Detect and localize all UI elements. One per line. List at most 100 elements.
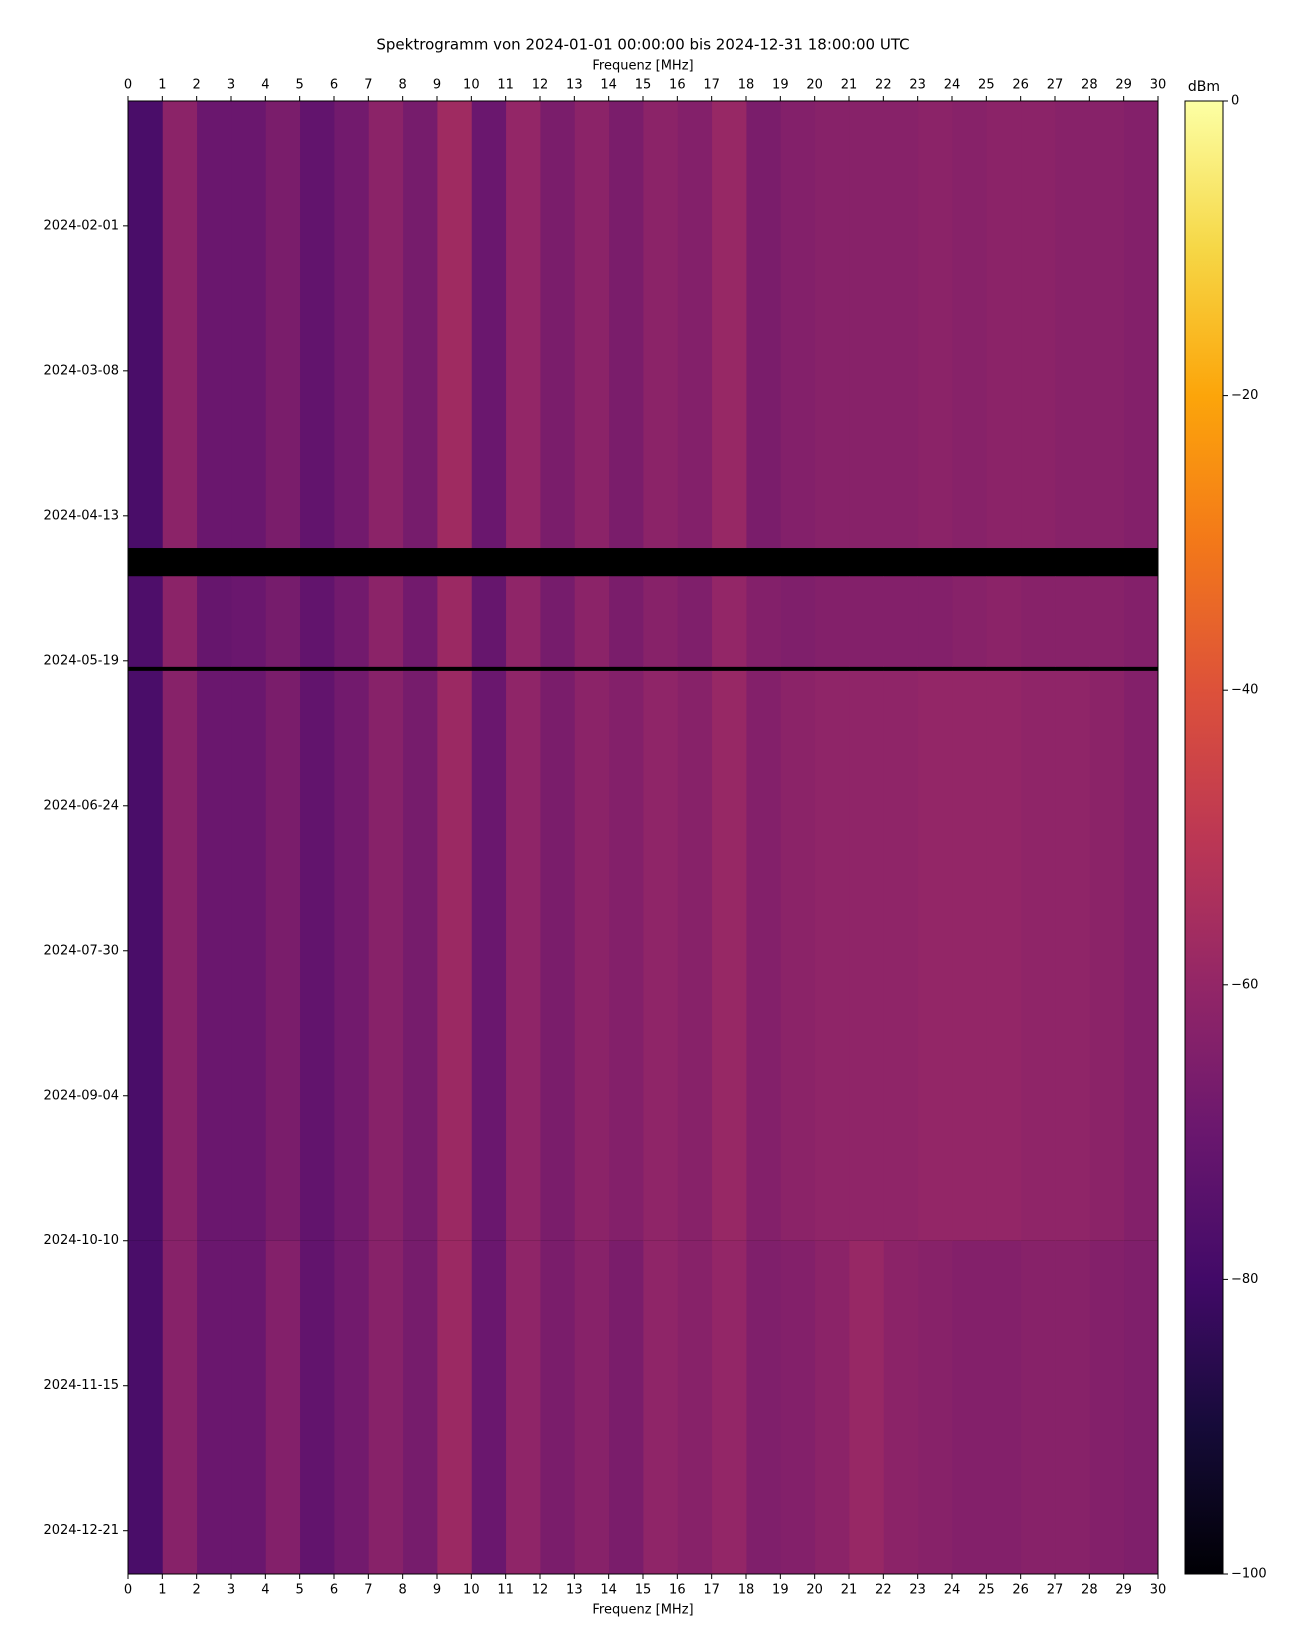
y-tick-label: 2024-07-30	[43, 943, 119, 958]
chart-title: Spektrogramm von 2024-01-01 00:00:00 bis…	[376, 36, 909, 54]
heat-cell	[334, 1240, 369, 1574]
y-tick-label: 2024-10-10	[43, 1233, 119, 1248]
colorbar-tick-label: −100	[1231, 1567, 1267, 1582]
heat-cell	[162, 1240, 198, 1574]
x-tick-label-top: 3	[227, 78, 235, 93]
x-tick-label: 22	[875, 1583, 892, 1598]
heat-cell	[299, 670, 335, 1241]
colorbar-tick-label: −40	[1231, 683, 1258, 698]
heat-cell	[849, 1240, 884, 1574]
heat-cell	[505, 670, 541, 1241]
heat-cell	[265, 670, 301, 1241]
x-tick-label: 10	[463, 1583, 480, 1598]
heat-cell	[162, 670, 198, 1241]
heat-cell	[1055, 670, 1090, 1241]
heat-cell	[368, 670, 404, 1241]
heat-cell	[952, 670, 987, 1241]
heat-cell	[437, 1240, 472, 1574]
x-tick-label-top: 29	[1115, 78, 1132, 93]
heat-cell	[368, 1240, 404, 1574]
heat-cell	[952, 101, 987, 549]
colorbar-tick-label: 0	[1231, 94, 1239, 109]
x-tick-label: 5	[296, 1583, 304, 1598]
heat-cell	[540, 670, 575, 1241]
x-tick-label-top: 24	[944, 78, 961, 93]
heat-cell	[1020, 576, 1056, 667]
x-tick-label-top: 0	[124, 78, 132, 93]
x-tick-label-top: 17	[703, 78, 720, 93]
heat-cell	[917, 670, 953, 1241]
x-tick-label: 1	[158, 1583, 166, 1598]
heat-cell	[334, 101, 369, 549]
heat-cell	[437, 670, 472, 1241]
colorbar-label: dBm	[1188, 79, 1220, 95]
x-tick-label-top: 8	[399, 78, 407, 93]
heat-cell	[334, 576, 369, 667]
heat-cell	[437, 576, 472, 667]
heat-cell	[883, 576, 919, 667]
heat-cell	[574, 1240, 610, 1574]
heat-cell	[471, 1240, 507, 1574]
heat-cell	[883, 670, 919, 1241]
heat-cell	[574, 670, 610, 1241]
y-tick-label: 2024-04-13	[43, 508, 119, 523]
x-tick-label: 25	[978, 1583, 995, 1598]
x-tick-label-top: 22	[875, 78, 892, 93]
x-tick-label: 19	[772, 1583, 789, 1598]
heat-cell	[986, 1240, 1022, 1574]
x-tick-label: 17	[703, 1583, 720, 1598]
heat-cell	[1020, 670, 1056, 1241]
heat-cell	[265, 1240, 301, 1574]
x-tick-label: 15	[635, 1583, 652, 1598]
heat-cell	[780, 101, 816, 549]
x-tick-label-top: 5	[296, 78, 304, 93]
y-tick-label: 2024-12-21	[43, 1523, 119, 1538]
x-tick-label-top: 18	[738, 78, 755, 93]
heat-cell	[231, 1240, 266, 1574]
x-tick-label: 0	[124, 1583, 132, 1598]
x-tick-label: 12	[532, 1583, 549, 1598]
heat-cell	[231, 101, 266, 549]
x-tick-label-top: 4	[261, 78, 269, 93]
heat-cell	[883, 101, 919, 549]
x-tick-label-top: 16	[669, 78, 686, 93]
heat-cell	[128, 576, 163, 667]
heat-cell	[780, 670, 816, 1241]
heat-cell	[746, 576, 781, 667]
x-tick-label-top: 23	[909, 78, 926, 93]
x-tick-label: 26	[1012, 1583, 1029, 1598]
colorbar-tick-label: −60	[1231, 977, 1258, 992]
y-tick-label: 2024-11-15	[43, 1378, 119, 1393]
x-tick-label-top: 13	[566, 78, 583, 93]
heat-cell	[196, 576, 232, 667]
heat-cell	[1123, 101, 1159, 549]
x-tick-label-top: 21	[841, 78, 858, 93]
heat-cell	[334, 670, 369, 1241]
heat-cell	[231, 670, 266, 1241]
heat-cell	[540, 101, 575, 549]
heat-cell	[1089, 101, 1125, 549]
x-tick-label: 20	[806, 1583, 823, 1598]
heat-cell	[780, 576, 816, 667]
heat-cell	[917, 101, 953, 549]
heat-cell	[231, 576, 266, 667]
heat-cell	[265, 576, 301, 667]
x-tick-label-top: 11	[497, 78, 514, 93]
x-tick-label: 30	[1150, 1583, 1167, 1598]
heat-cell	[780, 1240, 816, 1574]
heat-cell	[299, 101, 335, 549]
x-axis-label: Frequenz [MHz]	[592, 1603, 693, 1618]
colorbar	[1184, 100, 1224, 1575]
y-tick-label: 2024-06-24	[43, 798, 119, 813]
heat-cell	[849, 101, 884, 549]
heat-cell	[643, 1240, 678, 1574]
heat-cell	[1020, 101, 1056, 549]
heat-cell	[299, 1240, 335, 1574]
x-tick-label: 4	[261, 1583, 269, 1598]
heat-cell	[1020, 1240, 1056, 1574]
colorbar-tick-label: −20	[1231, 388, 1258, 403]
heat-cell	[265, 101, 301, 549]
x-tick-label-top: 30	[1150, 78, 1167, 93]
x-tick-label-top: 15	[635, 78, 652, 93]
